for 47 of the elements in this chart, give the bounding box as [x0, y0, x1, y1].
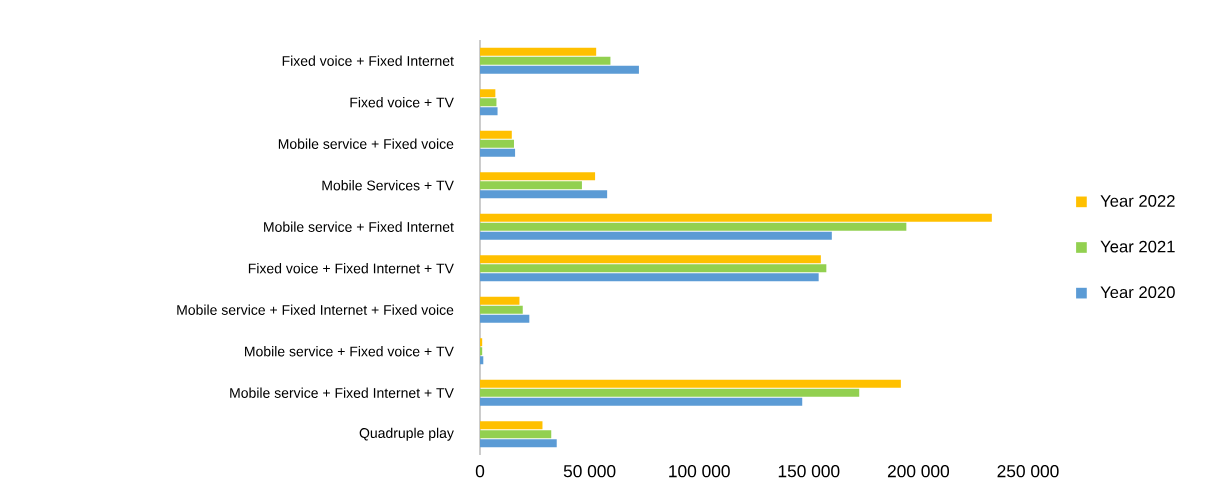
bar	[480, 314, 530, 323]
bar	[480, 273, 819, 282]
bar	[480, 98, 497, 107]
bar	[480, 65, 639, 74]
y-tick-label: Mobile service + Fixed Internet + TV	[230, 387, 454, 398]
bar	[480, 56, 611, 65]
y-tick-label: Fixed voice + Fixed Internet	[282, 55, 454, 66]
bar	[480, 222, 907, 231]
bar	[480, 213, 992, 222]
bar	[480, 388, 860, 397]
bar	[480, 181, 582, 190]
y-tick-label: Mobile service + Fixed voice	[278, 138, 454, 149]
bar	[480, 264, 827, 273]
bar	[480, 430, 552, 439]
x-tick-label: 100 000	[669, 465, 730, 478]
bar	[480, 296, 520, 305]
bar	[480, 356, 484, 365]
y-tick-label: Mobile service + Fixed voice + TV	[245, 346, 454, 357]
x-tick-label: 0	[475, 465, 485, 478]
bar	[480, 439, 557, 448]
bar	[480, 231, 832, 240]
y-tick-label: Mobile Services + TV	[322, 180, 454, 191]
bar	[480, 305, 523, 314]
bar	[480, 397, 803, 406]
y-tick-label: Quadruple play	[359, 427, 454, 441]
x-tick-label: 50 000	[563, 465, 616, 478]
bar	[480, 107, 498, 116]
bar	[480, 47, 597, 56]
bar	[480, 148, 516, 157]
y-tick-label: Fixed voice + Fixed Internet + TV	[248, 263, 454, 274]
y-tick-label: Fixed voice + TV	[350, 97, 454, 108]
y-tick-label: Mobile service + Fixed Internet	[264, 221, 454, 232]
bar	[480, 89, 496, 98]
x-tick-label: 250 000	[997, 465, 1059, 478]
bar	[480, 255, 821, 264]
bar	[480, 190, 608, 199]
y-tick-label: Mobile service + Fixed Internet + Fixed voice	[177, 304, 454, 315]
bar	[480, 379, 901, 388]
bar	[480, 130, 512, 139]
legend-label: Year 2022	[1100, 195, 1175, 207]
legend-label: Year 2021	[1100, 240, 1175, 253]
bar	[480, 421, 543, 430]
bar	[480, 172, 596, 181]
x-tick-label: 150 000	[778, 465, 840, 478]
x-tick-label: 200 000	[887, 465, 950, 478]
bar	[480, 139, 514, 148]
legend-label: Year 2020	[1100, 286, 1175, 299]
